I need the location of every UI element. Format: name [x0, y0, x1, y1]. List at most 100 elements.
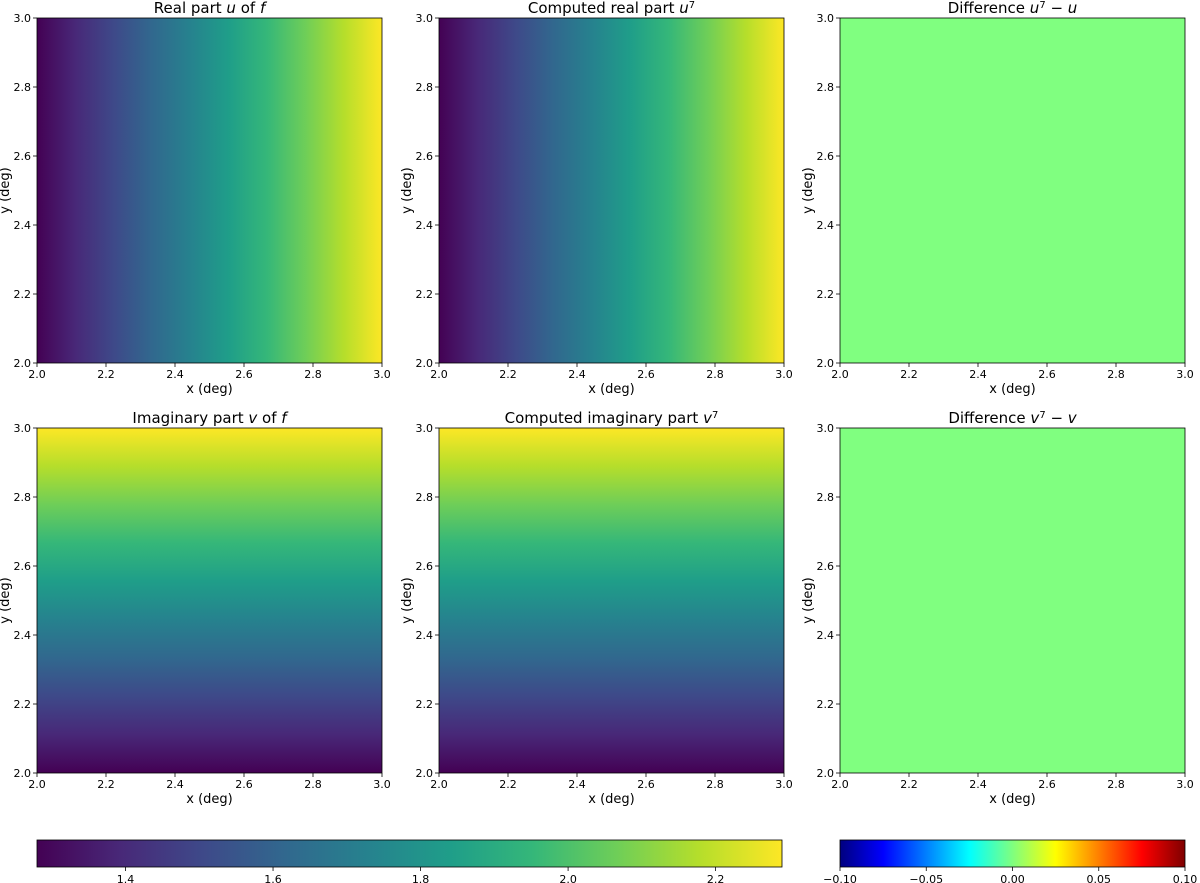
y-tick-label: 2.6	[817, 560, 835, 573]
colorbar-tick-label: 1.6	[264, 873, 282, 883]
colorbar-tick-label: 2.2	[707, 873, 725, 883]
heatmap-panel-6: Difference v7 − v 2.0 2.2 2.4 2.6 2.8 3.0 2.0 2.…	[801, 409, 1194, 807]
colorbar-tick-label: 0.05	[1087, 873, 1112, 883]
colorbar-strip	[36, 839, 783, 868]
x-tick-label: 2.8	[1107, 368, 1125, 381]
x-tick-label: 2.4	[166, 778, 184, 791]
x-tick-label: 3.0	[1176, 368, 1194, 381]
plot-frame	[438, 17, 785, 364]
x-tick-label: 2.8	[706, 368, 724, 381]
y-tick-label: 2.4	[416, 219, 434, 232]
x-tick-label: 2.6	[1038, 368, 1056, 381]
y-tick-label: 2.8	[416, 81, 434, 94]
x-tick-label: 2.6	[235, 778, 253, 791]
y-tick-label: 2.4	[14, 219, 32, 232]
y-tick-label: 2.0	[14, 767, 32, 780]
y-tick-label: 2.2	[416, 288, 434, 301]
y-tick-label: 2.6	[14, 560, 32, 573]
y-tick-label: 2.6	[416, 560, 434, 573]
x-tick-label: 2.8	[304, 778, 322, 791]
x-tick-label: 3.0	[373, 778, 391, 791]
x-axis-label: x (deg)	[588, 382, 634, 397]
heatmap-field	[439, 428, 784, 773]
panel-title: Imaginary part v of f	[132, 409, 289, 427]
x-axis-label: x (deg)	[588, 792, 634, 807]
colorbar-tick-label: −0.10	[823, 873, 857, 883]
x-tick-label: 2.4	[568, 778, 586, 791]
colorbar-tick-label: 1.4	[117, 873, 135, 883]
x-tick-label: 2.2	[499, 368, 517, 381]
panel-title: Difference v7 − v	[948, 409, 1077, 427]
y-tick-label: 2.0	[416, 357, 434, 370]
y-axis-label: y (deg)	[0, 577, 13, 623]
y-tick-label: 2.8	[416, 491, 434, 504]
colorbar-tick-label: −0.05	[909, 873, 943, 883]
x-tick-label: 2.6	[637, 368, 655, 381]
x-tick-label: 2.6	[637, 778, 655, 791]
y-tick-label: 2.4	[14, 629, 32, 642]
y-axis-label: y (deg)	[801, 167, 816, 213]
y-tick-label: 2.2	[817, 288, 835, 301]
x-tick-label: 2.4	[969, 368, 987, 381]
y-tick-label: 3.0	[416, 422, 434, 435]
x-axis-label: x (deg)	[186, 792, 232, 807]
heatmap-panel-1: Real part u of f 2.0 2.2 2.4 2.6 2.8 3.0 2.0 2.2…	[0, 0, 391, 397]
y-axis-label: y (deg)	[400, 167, 415, 213]
x-tick-label: 2.0	[831, 778, 849, 791]
panel-title: Computed real part u7	[528, 0, 695, 17]
x-tick-label: 2.4	[166, 368, 184, 381]
heatmap-panel-2: Computed real part u7 2.0 2.2 2.4 2.6 2.8 3.0 2…	[400, 0, 793, 397]
x-tick-label: 2.0	[430, 368, 448, 381]
y-tick-label: 2.8	[817, 491, 835, 504]
colorbar-tick-label: 0.10	[1173, 873, 1198, 883]
y-axis-label: y (deg)	[0, 167, 13, 213]
heatmap-panel-3: Difference u7 − u 2.0 2.2 2.4 2.6 2.8 3.0 2.0 2.…	[801, 0, 1194, 397]
y-tick-label: 2.2	[416, 698, 434, 711]
colorbar-tick-label: 2.0	[559, 873, 577, 883]
y-axis-label: y (deg)	[801, 577, 816, 623]
x-tick-label: 2.0	[28, 778, 46, 791]
x-tick-label: 3.0	[373, 368, 391, 381]
y-tick-label: 3.0	[416, 12, 434, 25]
panel-title: Difference u7 − u	[948, 0, 1078, 17]
colorbar-tick-label: 0.00	[1000, 873, 1025, 883]
y-tick-label: 2.6	[14, 150, 32, 163]
x-axis-label: x (deg)	[989, 792, 1035, 807]
colorbar-1: 1.4 1.6 1.8 2.0 2.2	[36, 839, 783, 883]
x-axis-label: x (deg)	[186, 382, 232, 397]
y-tick-label: 2.0	[14, 357, 32, 370]
x-tick-label: 2.2	[900, 368, 918, 381]
y-tick-label: 3.0	[817, 422, 835, 435]
y-tick-label: 3.0	[14, 12, 32, 25]
heatmap-field	[37, 18, 382, 363]
heatmap-field	[840, 18, 1185, 363]
plot-frame	[839, 17, 1186, 364]
y-tick-label: 2.0	[416, 767, 434, 780]
panel-title: Real part u of f	[154, 0, 268, 17]
heatmap-panel-5: Computed imaginary part v7 2.0 2.2 2.4 2.6 2.…	[400, 409, 793, 807]
y-axis-label: y (deg)	[400, 577, 415, 623]
x-tick-label: 2.6	[235, 368, 253, 381]
plot-frame	[839, 427, 1186, 774]
x-tick-label: 2.4	[568, 368, 586, 381]
heatmap-panel-4: Imaginary part v of f 2.0 2.2 2.4 2.6 2.8 3.0 2…	[0, 409, 391, 807]
colorbar-tick-label: 1.8	[412, 873, 430, 883]
y-tick-label: 2.0	[817, 767, 835, 780]
heatmap-field	[439, 18, 784, 363]
x-tick-label: 3.0	[775, 368, 793, 381]
plot-frame	[36, 427, 383, 774]
x-tick-label: 2.0	[831, 368, 849, 381]
x-tick-label: 2.0	[430, 778, 448, 791]
plot-frame	[36, 17, 383, 364]
heatmap-field	[37, 428, 382, 773]
x-tick-label: 2.8	[304, 368, 322, 381]
x-tick-label: 2.8	[1107, 778, 1125, 791]
x-axis-label: x (deg)	[989, 382, 1035, 397]
y-tick-label: 2.4	[817, 219, 835, 232]
y-tick-label: 2.8	[14, 81, 32, 94]
y-tick-label: 2.2	[14, 698, 32, 711]
y-tick-label: 2.6	[416, 150, 434, 163]
y-tick-label: 2.0	[817, 357, 835, 370]
y-tick-label: 2.8	[817, 81, 835, 94]
